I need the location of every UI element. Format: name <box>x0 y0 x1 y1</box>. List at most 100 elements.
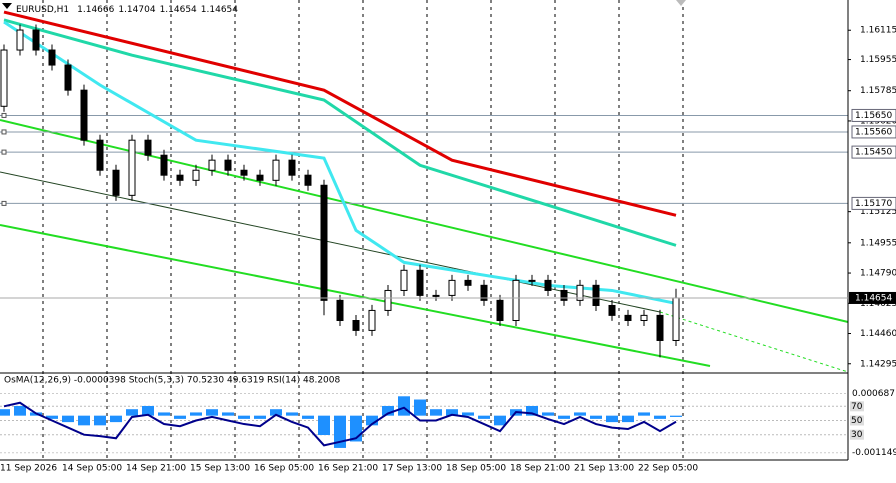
x-tick-label: 22 Sep 05:00 <box>638 464 698 474</box>
x-tick-label: 18 Sep 21:00 <box>510 464 570 474</box>
channel-upper <box>0 119 849 323</box>
candle-body <box>256 174 264 181</box>
indicator-header: OsMA(12,26,9) -0.0000398 Stoch(5,3,3) 70… <box>4 376 340 386</box>
candle-body <box>640 314 648 322</box>
candle-body <box>368 309 376 331</box>
osma-bar <box>622 415 634 423</box>
candle-body <box>160 154 168 176</box>
osma-bar <box>654 415 666 419</box>
osma-bar <box>222 412 234 416</box>
osma-bar <box>590 415 602 419</box>
rsi-tick-box <box>850 429 864 440</box>
rsi-tick-box <box>850 415 864 426</box>
osma-tick-label: -0.001149 <box>852 448 896 458</box>
osma-bar <box>318 415 330 436</box>
rsi-tick-label: 30 <box>851 430 863 440</box>
candle-body <box>48 49 56 66</box>
osma-bar <box>206 409 218 416</box>
osma-bar <box>190 412 202 416</box>
candle-body <box>576 284 584 301</box>
level-box <box>851 196 896 210</box>
osma-bar <box>638 412 650 416</box>
candle-body <box>320 184 328 301</box>
header-value: 1.14654 <box>160 5 197 15</box>
current-price-label: 1.14654 <box>855 293 892 303</box>
candle-body <box>608 304 616 316</box>
candle-body <box>672 297 680 341</box>
osma-bar <box>126 409 138 416</box>
candle-body <box>208 159 216 171</box>
candle-body <box>448 279 456 296</box>
candle-body <box>224 159 232 171</box>
price-panel <box>0 10 848 358</box>
candle-body <box>128 139 136 196</box>
candle-body <box>272 159 280 181</box>
header-value: 1.14654 <box>201 5 238 15</box>
osma-bar <box>446 409 458 416</box>
y-tick-label: 1.15785 <box>860 86 896 96</box>
header-value: 1.14704 <box>118 5 155 15</box>
rsi-tick-label: 70 <box>851 402 863 412</box>
osma-bar <box>302 415 314 419</box>
x-tick-label: 14 Sep 05:00 <box>62 464 122 474</box>
osma-bar <box>270 409 282 416</box>
shift-marker <box>676 0 686 6</box>
moving-average <box>3 10 677 217</box>
level-label: 1.15450 <box>855 148 892 158</box>
osma-bar <box>430 409 442 416</box>
osma-bar <box>478 415 490 419</box>
rsi-line <box>3 401 677 447</box>
y-tick-label: 1.14295 <box>860 359 896 369</box>
osma-bar <box>366 415 378 426</box>
candle-body <box>304 174 312 186</box>
candle-body <box>592 284 600 306</box>
candle-body <box>80 89 88 141</box>
osma-bar <box>62 415 74 423</box>
x-tick-label: 14 Sep 21:00 <box>126 464 186 474</box>
osma-tick-label: 0.000687 <box>852 389 895 399</box>
candle-body <box>64 64 72 91</box>
osma-bar <box>14 405 26 416</box>
level-box <box>851 108 896 122</box>
candle-body <box>512 279 520 322</box>
candle-body <box>32 29 40 51</box>
osma-bar <box>110 415 122 423</box>
y-tick-label: 1.14460 <box>860 329 896 339</box>
osma-bar <box>158 412 170 416</box>
candle-body <box>656 314 664 341</box>
candle-body <box>400 269 408 291</box>
candle-body <box>176 174 184 181</box>
candle-body <box>192 169 200 181</box>
osma-bar <box>606 415 618 423</box>
x-tick-label: 16 Sep 05:00 <box>254 464 314 474</box>
candle-body <box>544 279 552 291</box>
candle-body <box>464 279 472 286</box>
y-tick-label: 1.15955 <box>860 55 896 65</box>
candle-body <box>112 169 120 196</box>
x-tick-label: 15 Sep 13:00 <box>190 464 250 474</box>
level-anchor <box>1 129 7 135</box>
rsi-tick-label: 50 <box>851 416 863 426</box>
osma-bar <box>94 415 106 426</box>
candle-body <box>336 299 344 322</box>
osma-bar <box>526 405 538 416</box>
channel-extension <box>659 311 849 373</box>
level-box <box>851 145 896 159</box>
candle-body <box>0 49 8 107</box>
level-anchor <box>1 149 7 155</box>
osma-bar <box>670 415 682 417</box>
y-tick-label: 1.14790 <box>860 269 896 279</box>
x-tick-label: 16 Sep 21:00 <box>318 464 378 474</box>
y-tick-label: 1.16115 <box>860 26 896 36</box>
osma-bar <box>398 396 410 416</box>
candle-body <box>352 320 360 331</box>
candle-body <box>416 269 424 296</box>
channel-lower <box>0 224 711 367</box>
level-label: 1.15170 <box>855 199 892 209</box>
osma-bar <box>286 412 298 416</box>
candle-body <box>96 139 104 171</box>
moving-average <box>3 20 677 305</box>
level-label: 1.15560 <box>855 127 892 137</box>
candle-body <box>496 299 504 322</box>
